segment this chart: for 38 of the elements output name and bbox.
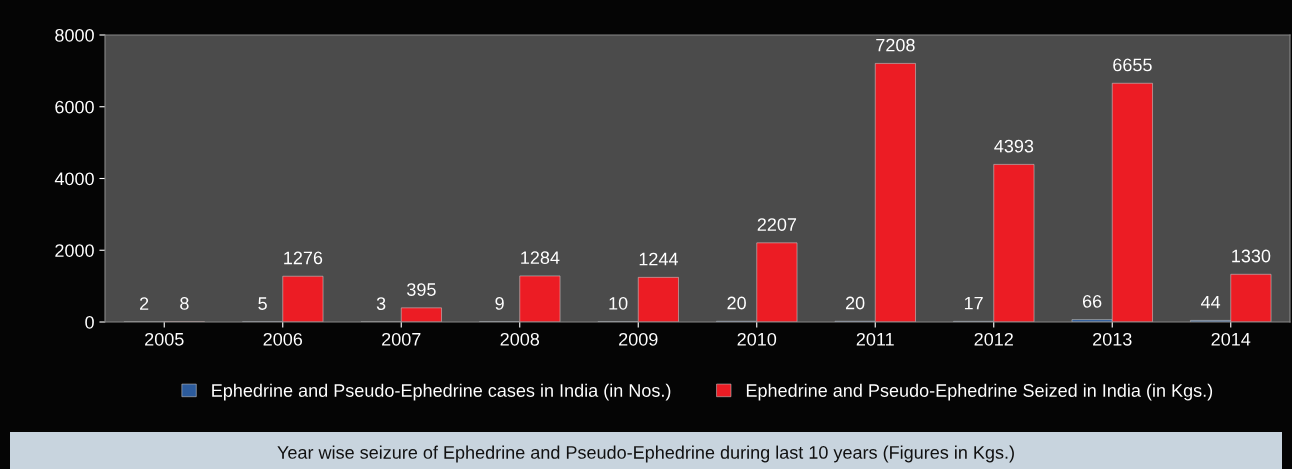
- data-label: 3: [376, 297, 386, 310]
- x-tick-label: 2006: [263, 332, 303, 346]
- data-label: 5: [258, 297, 267, 310]
- data-label: 2: [139, 297, 149, 310]
- data-label: 395: [407, 283, 436, 296]
- x-tick-label: 2012: [974, 332, 1013, 346]
- x-tick-label: 2013: [1093, 332, 1132, 346]
- data-label: 66: [1082, 294, 1102, 308]
- y-tick-label: 4000: [54, 172, 94, 186]
- legend-label: Ephedrine and Pseudo-Ephedrine cases in India (in Nos.): [212, 383, 671, 401]
- data-label: 7208: [876, 38, 915, 52]
- data-label: 1244: [639, 252, 678, 266]
- data-label: 1276: [284, 251, 323, 265]
- y-tick-label: 2000: [55, 244, 94, 257]
- data-label: 6655: [1113, 58, 1152, 72]
- x-tick-label: 2011: [856, 332, 894, 346]
- data-label: 1330: [1232, 249, 1271, 263]
- y-tick-label: 8000: [55, 28, 94, 42]
- legend-label: Ephedrine and Pseudo-Ephedrine Seized in India (in Kgs.): [746, 383, 1213, 401]
- text: Year wise seizure of Ephedrine and Pseudo-Ephedrine during last 10 years (Figures in Kgs.): [277, 445, 1014, 463]
- data-label: 8: [180, 297, 189, 310]
- y-tick-label: 6000: [55, 100, 94, 114]
- data-label: 2207: [757, 218, 797, 231]
- x-tick-label: 2009: [619, 332, 658, 346]
- y-tick-label: 0: [85, 315, 94, 329]
- data-label: 20: [845, 296, 865, 310]
- data-label: 9: [495, 296, 504, 310]
- x-tick-label: 2007: [382, 332, 421, 346]
- data-label: 20: [727, 296, 746, 310]
- data-label: 17: [964, 296, 983, 310]
- data-label: 44: [1200, 295, 1221, 309]
- x-tick-label: 2005: [145, 332, 184, 346]
- x-tick-label: 2008: [500, 332, 540, 346]
- data-label: 10: [609, 296, 628, 310]
- data-label: 4393: [994, 139, 1034, 153]
- x-tick-label: 2010: [737, 332, 777, 346]
- x-tick-label: 2014: [1211, 332, 1251, 346]
- data-label: 1284: [521, 251, 560, 265]
